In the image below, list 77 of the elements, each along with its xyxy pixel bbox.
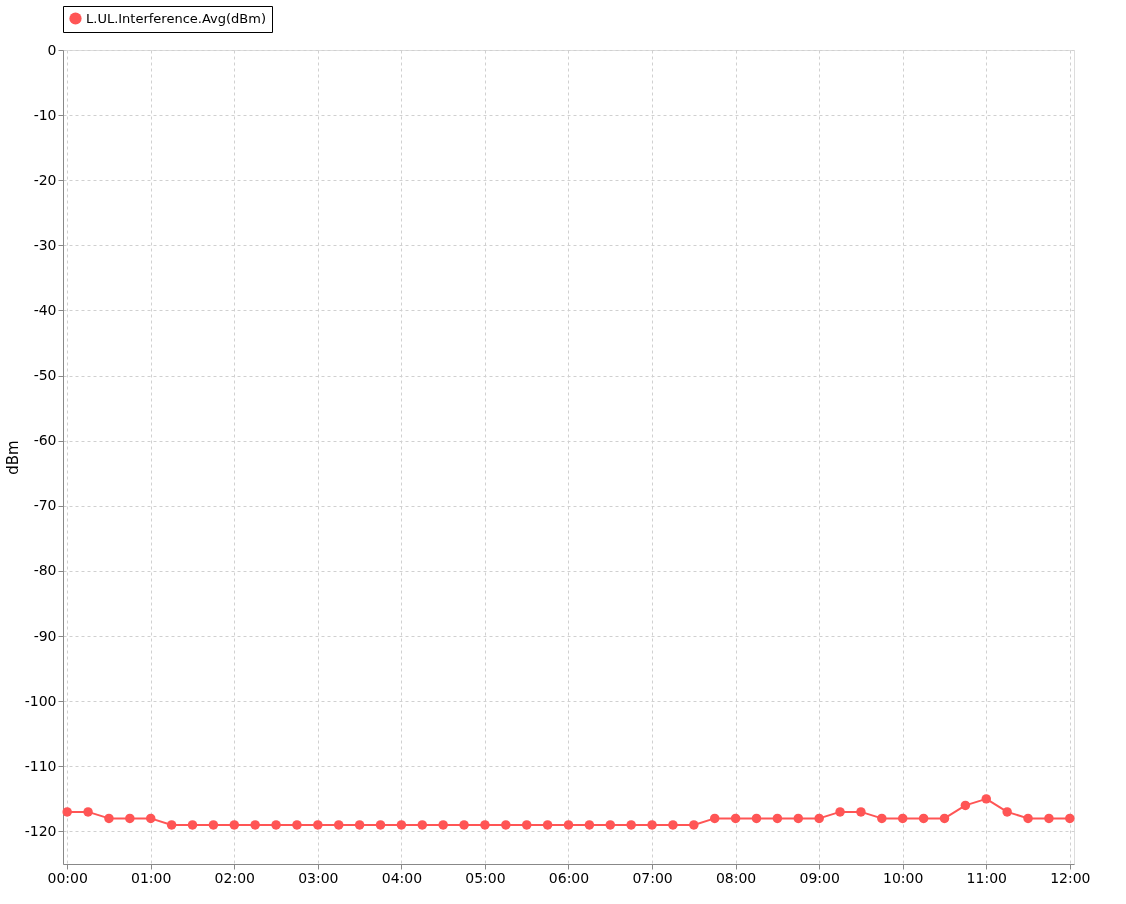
x-tick-label: 12:00	[1050, 869, 1091, 886]
point	[480, 820, 490, 830]
point	[250, 820, 260, 830]
point	[459, 820, 469, 830]
y-tick-label: -90	[33, 627, 57, 644]
point	[709, 813, 720, 824]
point	[542, 820, 553, 830]
point	[333, 820, 344, 830]
point	[772, 813, 783, 824]
point	[730, 813, 741, 824]
legend-label: L.UL.Interference.Avg(dBm)	[86, 10, 266, 26]
x-tick-label: 02:00	[214, 869, 255, 886]
point	[438, 820, 448, 830]
y-tick-label: -120	[24, 822, 57, 839]
point	[396, 820, 407, 830]
y-tick-label: -70	[33, 497, 57, 514]
point	[918, 813, 929, 824]
point	[1023, 813, 1033, 824]
point	[939, 813, 950, 824]
y-tick-label: -10	[33, 106, 57, 123]
x-tick-label: 03:00	[298, 869, 339, 886]
x-tick-label: 04:00	[381, 869, 423, 886]
point	[208, 820, 219, 830]
point	[166, 820, 177, 830]
y-axis-title: dBm	[3, 440, 22, 475]
x-tick-label: 08:00	[715, 869, 757, 886]
point	[313, 820, 323, 830]
y-tick-label: -60	[33, 432, 57, 449]
point	[814, 813, 824, 824]
point	[62, 807, 72, 817]
point	[501, 820, 511, 830]
point	[647, 820, 657, 830]
point	[1065, 813, 1075, 824]
point	[187, 820, 198, 830]
x-tick-label: 00:00	[47, 869, 88, 886]
x-tick-label: 01:00	[131, 869, 172, 886]
point	[626, 820, 636, 830]
point	[856, 807, 866, 817]
point	[104, 813, 114, 824]
point	[521, 820, 532, 830]
y-tick-label: -100	[24, 692, 57, 709]
point	[668, 820, 678, 830]
point	[145, 813, 156, 824]
point	[417, 820, 428, 830]
x-tick-label: 11:00	[966, 869, 1007, 886]
point	[271, 820, 281, 830]
y-tick-label: -20	[33, 171, 57, 188]
y-tick-label: -40	[33, 301, 57, 318]
point	[689, 820, 699, 830]
y-tick-label: -80	[33, 562, 57, 579]
point	[960, 800, 971, 811]
point	[229, 820, 240, 830]
point	[83, 807, 93, 817]
x-tick-label: 10:00	[883, 869, 924, 886]
point	[1044, 813, 1054, 824]
point	[1002, 807, 1012, 817]
y-tick-label: -50	[33, 367, 57, 384]
y-tick-label: -110	[24, 757, 57, 774]
point	[375, 820, 386, 830]
x-tick-label: 07:00	[632, 869, 673, 886]
y-tick-label: -30	[33, 236, 57, 253]
x-tick-label: 05:00	[465, 869, 506, 886]
point	[292, 820, 302, 830]
point	[563, 820, 574, 830]
point	[981, 794, 992, 804]
x-tick-label: 06:00	[548, 869, 590, 886]
point	[793, 813, 804, 824]
point	[877, 813, 887, 824]
point	[751, 813, 762, 824]
y-tick-label: 0	[47, 41, 57, 58]
point	[125, 813, 135, 824]
point	[354, 820, 365, 830]
point	[605, 820, 616, 830]
point	[897, 813, 908, 824]
point	[584, 820, 595, 830]
x-tick-label: 09:00	[799, 869, 840, 886]
point	[835, 807, 845, 817]
